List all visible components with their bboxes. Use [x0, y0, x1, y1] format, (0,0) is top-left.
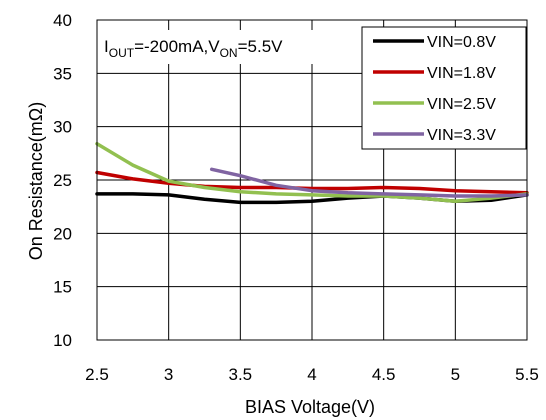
- legend-label-3: VIN=2.5V: [427, 96, 496, 113]
- legend-label-4: VIN=3.3V: [427, 127, 496, 144]
- x-tick-label: 4: [307, 365, 316, 384]
- x-tick-labels: 2.5 3 3.5 4 4.5 5 5.5: [85, 365, 539, 384]
- legend: VIN=0.8V VIN=1.8V VIN=2.5V VIN=3.3V: [362, 27, 526, 149]
- x-tick-label: 5.5: [515, 365, 539, 384]
- x-tick-label: 3.5: [229, 365, 253, 384]
- x-tick-label: 5: [451, 365, 460, 384]
- annotation-voltage: =5.5V: [238, 37, 284, 56]
- y-tick-label: 25: [53, 171, 72, 190]
- x-tick-label: 2.5: [85, 365, 109, 384]
- annotation: IOUT=-200mA,VON=5.5V: [99, 30, 359, 64]
- y-tick-label: 30: [53, 118, 72, 137]
- x-axis-title: BIAS Voltage(V): [245, 397, 375, 417]
- legend-label-1: VIN=0.8V: [427, 34, 496, 51]
- x-tick-label: 3: [164, 365, 173, 384]
- y-tick-label: 35: [53, 64, 72, 83]
- annotation-sub-on: ON: [220, 46, 238, 60]
- y-tick-label: 10: [53, 331, 72, 350]
- y-tick-label: 20: [53, 224, 72, 243]
- y-tick-label: 15: [53, 278, 72, 297]
- annotation-current: =-200mA,V: [134, 37, 220, 56]
- y-axis-title: On Resistance(mΩ): [26, 102, 46, 261]
- x-tick-label: 4.5: [372, 365, 396, 384]
- y-tick-label: 40: [53, 11, 72, 30]
- annotation-sub-out: OUT: [109, 46, 135, 60]
- legend-label-2: VIN=1.8V: [427, 65, 496, 82]
- y-tick-labels: 10 15 20 25 30 35 40: [53, 11, 72, 350]
